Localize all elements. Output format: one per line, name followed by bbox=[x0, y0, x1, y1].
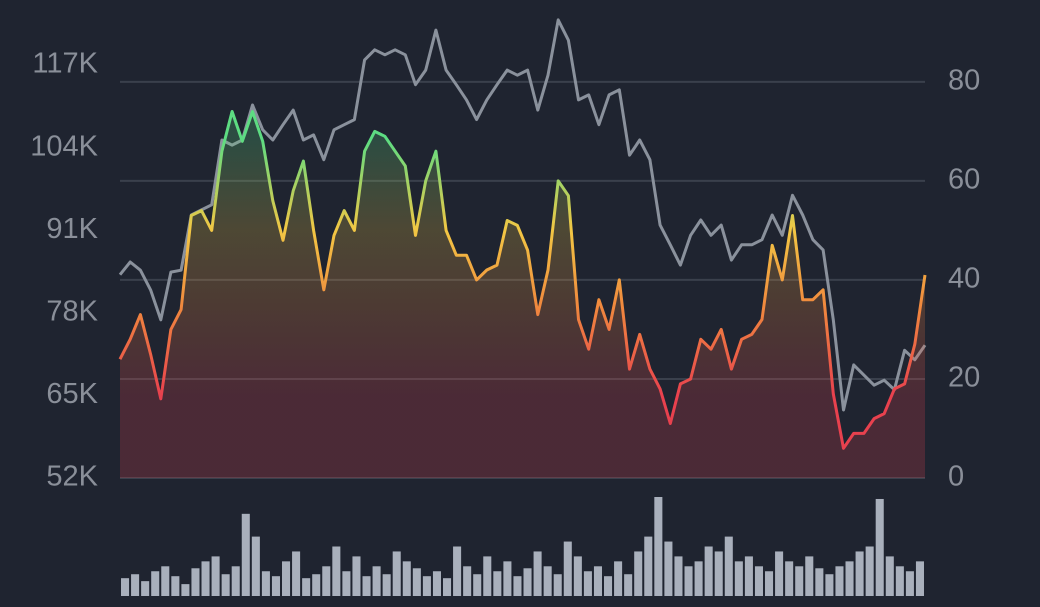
volume-bar bbox=[342, 571, 351, 596]
volume-bar bbox=[261, 571, 270, 596]
volume-bar bbox=[352, 556, 361, 596]
y2-tick-label: 40 bbox=[948, 263, 980, 295]
volume-bar bbox=[151, 571, 160, 596]
volume-bar bbox=[332, 546, 341, 596]
volume-bar bbox=[765, 571, 774, 596]
y2-tick-label: 60 bbox=[948, 164, 980, 196]
volume-bar bbox=[654, 497, 663, 596]
volume-bar bbox=[835, 566, 844, 596]
volume-bar bbox=[402, 561, 411, 596]
volume-bar bbox=[634, 551, 643, 596]
line bbox=[118, 18, 927, 412]
y-tick-label: 52K bbox=[46, 461, 98, 493]
volume-bar bbox=[915, 561, 924, 596]
volume-bar bbox=[533, 551, 542, 596]
volume-bar bbox=[422, 576, 431, 596]
volume-bar bbox=[553, 574, 562, 596]
volume-bar bbox=[754, 566, 763, 596]
volume-bar bbox=[805, 556, 814, 596]
volume-bar bbox=[121, 578, 130, 596]
volume-bar bbox=[141, 581, 150, 596]
volume-bar bbox=[865, 546, 874, 596]
volume-bar bbox=[282, 561, 291, 596]
volume-bar bbox=[453, 546, 462, 596]
volume-bar bbox=[161, 566, 170, 596]
volume-bar bbox=[674, 556, 683, 596]
volume-bar bbox=[312, 574, 321, 596]
volume-bar bbox=[604, 576, 613, 596]
volume-bar bbox=[583, 571, 592, 596]
volume-bar bbox=[664, 541, 673, 596]
volume-bar bbox=[443, 578, 452, 596]
volume-bar bbox=[624, 574, 633, 596]
volume-bar bbox=[714, 551, 723, 596]
volume-bar bbox=[895, 566, 904, 596]
y-tick-label: 78K bbox=[46, 295, 98, 327]
volume-bar bbox=[302, 578, 311, 596]
volume-bar bbox=[322, 566, 331, 596]
volume-bar bbox=[372, 566, 381, 596]
y2-tick-label: 20 bbox=[948, 362, 980, 394]
volume-bar bbox=[201, 561, 210, 596]
volume-bar bbox=[251, 536, 260, 596]
volume-bar bbox=[855, 551, 864, 596]
y2-tick-label: 80 bbox=[948, 64, 980, 96]
volume-bar bbox=[563, 541, 572, 596]
volume-bar bbox=[231, 566, 240, 596]
volume-bar bbox=[513, 576, 522, 596]
volume-bar bbox=[503, 561, 512, 596]
volume-bar bbox=[483, 556, 492, 596]
volume-bar bbox=[211, 556, 220, 596]
volume-bar bbox=[684, 566, 693, 596]
volume-bar bbox=[221, 574, 230, 596]
y-tick-label: 91K bbox=[46, 213, 98, 245]
line bbox=[118, 110, 927, 450]
volume-bar bbox=[412, 568, 421, 596]
volume-bar bbox=[493, 571, 502, 596]
volume-bar bbox=[734, 561, 743, 596]
volume-bar bbox=[905, 571, 914, 596]
volume-bar bbox=[573, 556, 582, 596]
volume-bar bbox=[171, 576, 180, 596]
volume-bar bbox=[473, 574, 482, 596]
volume-bar bbox=[382, 574, 391, 596]
volume-bar bbox=[362, 576, 371, 596]
volume-bar bbox=[241, 513, 250, 596]
volume-bar bbox=[181, 584, 190, 596]
volume-bar bbox=[432, 571, 441, 596]
volume-bar bbox=[744, 556, 753, 596]
volume-bar bbox=[775, 551, 784, 596]
volume-bar bbox=[815, 568, 824, 596]
volume-bar bbox=[392, 551, 401, 596]
volume-bar bbox=[191, 568, 200, 596]
volume-bar bbox=[694, 561, 703, 596]
volume-bar bbox=[724, 536, 733, 596]
volume-bar bbox=[845, 561, 854, 596]
volume-bar bbox=[614, 561, 623, 596]
y2-tick-label: 0 bbox=[948, 461, 964, 493]
volume-bar bbox=[131, 574, 140, 596]
volume-bar bbox=[523, 568, 532, 596]
y-tick-label: 104K bbox=[30, 130, 98, 162]
y-tick-label: 65K bbox=[46, 378, 98, 410]
volume-bar bbox=[292, 551, 301, 596]
volume-bar bbox=[704, 546, 713, 596]
volume-bar bbox=[463, 566, 472, 596]
volume-bar bbox=[825, 574, 834, 596]
volume-bar bbox=[593, 566, 602, 596]
volume-bar bbox=[543, 566, 552, 596]
volume-bar bbox=[885, 556, 894, 596]
volume-bar bbox=[785, 561, 794, 596]
volume-bar bbox=[644, 536, 653, 596]
volume-bar bbox=[795, 566, 804, 596]
y-tick-label: 117K bbox=[32, 48, 98, 80]
area bbox=[120, 111, 925, 478]
volume-bar bbox=[271, 576, 280, 596]
volume-bar bbox=[875, 498, 884, 596]
